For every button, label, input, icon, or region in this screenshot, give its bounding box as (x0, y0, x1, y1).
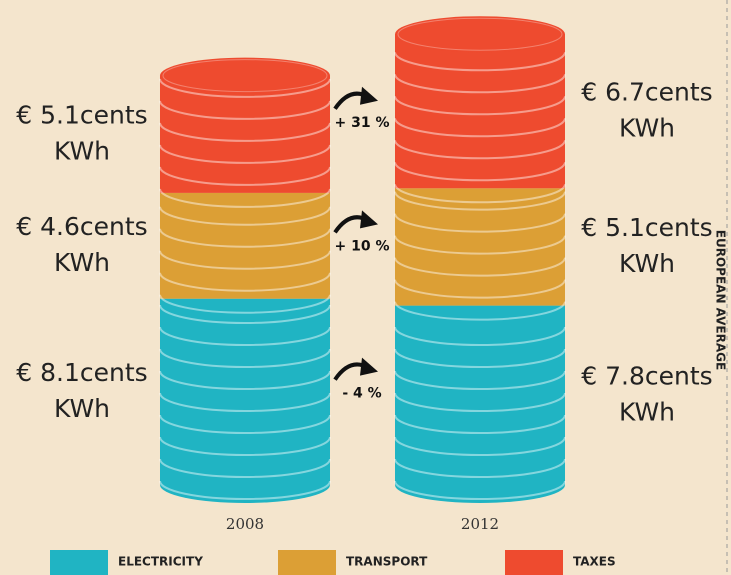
unit-label: KWh (619, 249, 675, 278)
legend-label: ELECTRICITY (118, 555, 203, 569)
arrow-head (360, 210, 378, 229)
coin-edge (159, 304, 331, 324)
coin-edge (159, 326, 331, 346)
value-label: € 5.1cents (581, 213, 712, 242)
coin-edge (159, 414, 331, 434)
coin-top (160, 57, 330, 94)
coin-edge (394, 257, 566, 277)
year-label: 2008 (226, 515, 264, 533)
coin-edge (159, 100, 331, 120)
coin-edge (394, 414, 566, 434)
unit-label: KWh (619, 397, 675, 426)
legend-swatch (50, 550, 108, 575)
coin-edge (159, 122, 331, 142)
coin-edge (394, 184, 566, 204)
segment (160, 192, 330, 299)
change-label: - 4 % (342, 386, 381, 402)
legend-label: TAXES (573, 555, 616, 569)
coin-edge (394, 279, 566, 299)
segment (395, 34, 565, 189)
coin-edge (394, 162, 566, 182)
coin-edge (159, 188, 331, 208)
coin-edge (159, 228, 331, 248)
coin-edge (394, 326, 566, 346)
coin-edge (394, 118, 566, 138)
change-label: + 31 % (335, 115, 390, 131)
coin-edge (394, 235, 566, 255)
arrow-head (360, 86, 378, 105)
coin-edge (159, 272, 331, 292)
unit-label: KWh (54, 136, 110, 165)
arrow-head (360, 357, 378, 376)
coin-edge (159, 348, 331, 368)
unit-label: KWh (54, 394, 110, 423)
coin-edge (394, 436, 566, 456)
coin-edge (394, 458, 566, 478)
unit-label: KWh (54, 248, 110, 277)
coin-edge (394, 480, 566, 500)
coin-edge (394, 96, 566, 116)
coin-edge (159, 480, 331, 500)
coin-edge (394, 191, 566, 211)
coin-edge (159, 392, 331, 412)
side-label: EUROPEAN AVERAGE (714, 230, 728, 370)
value-label: € 7.8cents (581, 361, 712, 390)
value-label: € 6.7cents (581, 77, 712, 106)
coin-edge (159, 436, 331, 456)
legend-label: TRANSPORT (346, 555, 428, 569)
coin-edge (159, 206, 331, 226)
legend-swatch (505, 550, 563, 575)
segment (395, 305, 565, 485)
coin-top (395, 16, 565, 53)
coin-edge (159, 166, 331, 186)
coin-edge (159, 78, 331, 98)
coin-edge (394, 392, 566, 412)
coin-edge (394, 52, 566, 72)
legend-swatch (278, 550, 336, 575)
segment (395, 188, 565, 306)
change-label: + 10 % (335, 238, 390, 254)
value-label: € 4.6cents (16, 212, 147, 241)
coin-edge (394, 370, 566, 390)
coin-edge (394, 74, 566, 94)
value-label: € 8.1cents (16, 358, 147, 387)
coin-edge (159, 370, 331, 390)
coin-top-rim (162, 59, 328, 93)
segment (160, 75, 330, 193)
coin-edge (159, 294, 331, 314)
coin-edge (394, 348, 566, 368)
coin-edge (159, 458, 331, 478)
coin-edge (394, 301, 566, 321)
coin-edge (394, 213, 566, 233)
coin-edge (394, 140, 566, 160)
coin-top-rim (397, 17, 563, 51)
year-label: 2012 (461, 515, 499, 533)
unit-label: KWh (619, 113, 675, 142)
coin-edge (159, 144, 331, 164)
coin-edge (159, 250, 331, 270)
segment (160, 298, 330, 485)
value-label: € 5.1cents (16, 100, 147, 129)
